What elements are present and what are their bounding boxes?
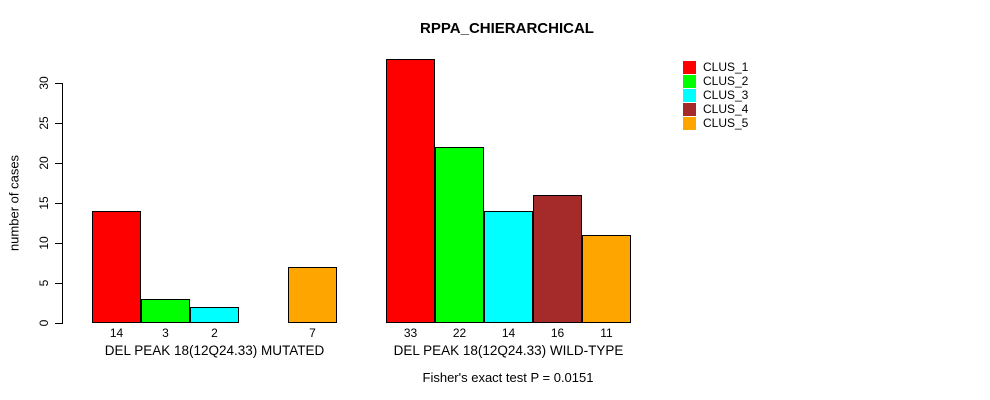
y-axis-tick-label: 25 [37,116,51,130]
legend-label: CLUS_4 [703,102,749,116]
legend-label: CLUS_1 [703,60,749,74]
y-axis-tick [55,163,62,164]
y-axis-tick [55,323,62,324]
bar-clus_5-group1 [288,267,337,323]
bar-clus_2-group2 [435,147,484,323]
legend-item-clus_3: CLUS_3 [683,89,748,102]
bar-value-label: 16 [550,326,565,340]
bar-clus_3-group2 [484,211,533,323]
legend-item-clus_5: CLUS_5 [683,117,748,130]
bar-value-label: 3 [162,326,169,340]
y-axis-tick-label: 30 [37,76,51,90]
legend-color-swatch [683,61,696,74]
legend-color-swatch [683,89,696,102]
bar-value-label: 14 [109,326,124,340]
chart-title: RPPA_CHIERARCHICAL [420,20,594,37]
legend-item-clus_1: CLUS_1 [683,61,748,74]
y-axis-line [62,83,63,324]
legend-color-swatch [683,117,696,130]
y-axis-tick-label: 10 [37,236,51,250]
bar-clus_1-group1 [92,211,141,323]
y-axis-tick [55,83,62,84]
legend-label: CLUS_5 [703,116,749,130]
bar-clus_1-group2 [386,59,435,323]
bar-value-label: 14 [501,326,516,340]
y-axis-title: number of cases [6,154,22,252]
y-axis-tick-label: 20 [37,156,51,170]
legend-item-clus_2: CLUS_2 [683,75,748,88]
bar-value-label: 33 [403,326,418,340]
y-axis-tick [55,243,62,244]
legend-item-clus_4: CLUS_4 [683,103,748,116]
bar-value-label: 22 [452,326,467,340]
legend-color-swatch [683,103,696,116]
y-axis-tick-label: 15 [37,196,51,210]
y-axis-tick [55,283,62,284]
group-label-1: DEL PEAK 18(12Q24.33) MUTATED [104,343,325,358]
legend-color-swatch [683,75,696,88]
legend: CLUS_1 CLUS_2 CLUS_3 CLUS_4 CLUS_5 [683,61,748,131]
y-axis-tick-label: 0 [37,319,51,327]
legend-label: CLUS_2 [703,74,749,88]
bar-clus_3-group1 [190,307,239,323]
bar-clus_5-group2 [582,235,631,323]
legend-label: CLUS_3 [703,88,749,102]
bar-value-label: 7 [309,326,316,340]
fisher-test-note: Fisher's exact test P = 0.0151 [422,370,594,385]
bar-value-label: 2 [211,326,218,340]
y-axis-tick [55,123,62,124]
y-axis-tick-label: 5 [37,279,51,287]
bar-value-label: 11 [600,326,613,340]
group-label-2: DEL PEAK 18(12Q24.33) WILD-TYPE [393,343,624,358]
bar-clus_4-group2 [533,195,582,323]
bar-clus_2-group1 [141,299,190,323]
y-axis-tick [55,203,62,204]
